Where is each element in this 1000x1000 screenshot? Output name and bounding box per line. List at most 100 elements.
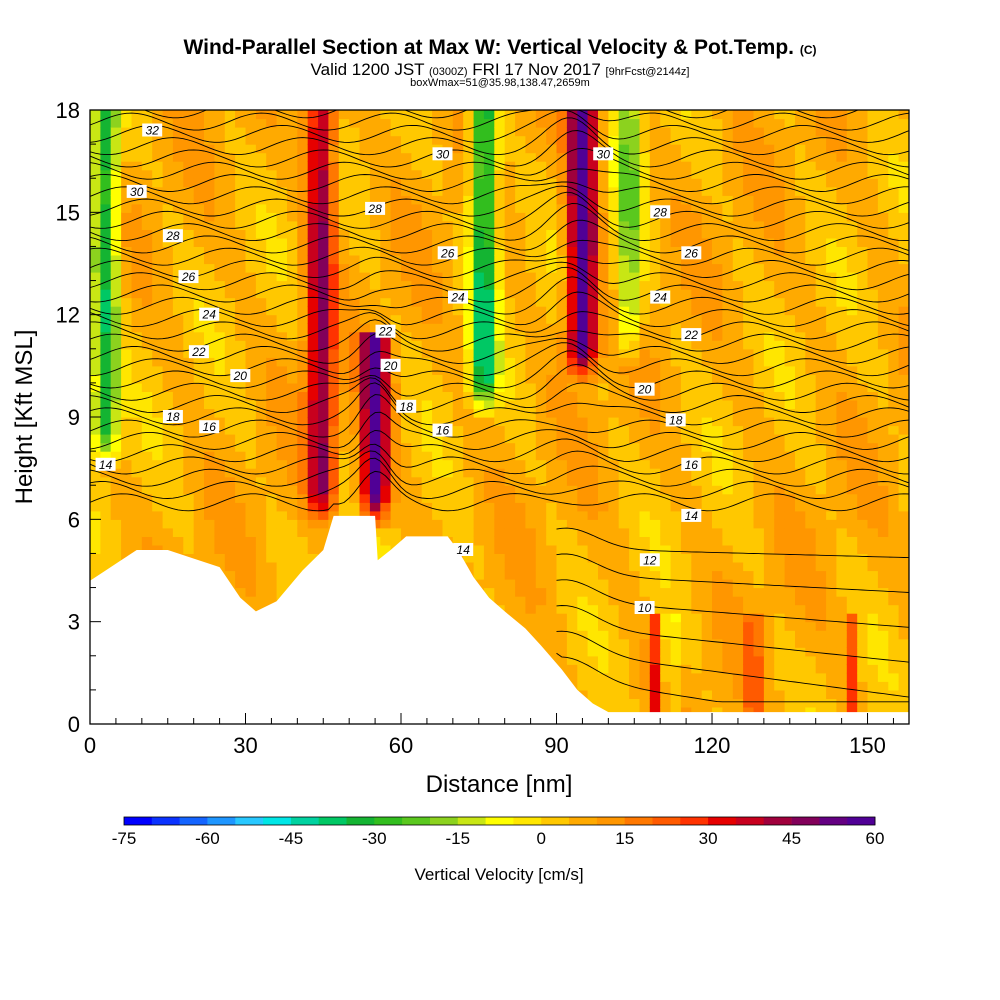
velocity-cell xyxy=(452,212,464,222)
velocity-cell xyxy=(598,689,609,699)
velocity-cell xyxy=(110,485,122,495)
velocity-cell xyxy=(110,536,122,546)
velocity-cell xyxy=(525,536,537,546)
velocity-cell xyxy=(297,399,309,409)
velocity-cell xyxy=(774,374,786,384)
velocity-cell xyxy=(307,357,319,367)
velocity-cell xyxy=(276,374,288,384)
velocity-cell xyxy=(556,178,568,188)
velocity-cell xyxy=(618,672,630,682)
velocity-cell xyxy=(380,144,392,154)
velocity-cell xyxy=(525,255,537,265)
velocity-cell xyxy=(297,289,309,299)
velocity-cell xyxy=(649,698,661,708)
velocity-cell xyxy=(535,527,547,537)
velocity-cell xyxy=(743,289,755,299)
velocity-cell xyxy=(432,510,444,520)
velocity-cell xyxy=(691,451,703,461)
velocity-cell xyxy=(774,485,786,495)
velocity-cell xyxy=(255,579,267,589)
velocity-cell xyxy=(566,655,578,665)
velocity-cell xyxy=(411,399,423,409)
velocity-cell xyxy=(442,220,454,230)
velocity-cell xyxy=(680,562,692,572)
velocity-cell xyxy=(121,246,133,256)
velocity-cell xyxy=(276,502,288,512)
velocity-cell xyxy=(328,229,340,239)
velocity-cell xyxy=(525,203,537,213)
velocity-cell xyxy=(608,340,620,350)
velocity-cell xyxy=(639,237,651,247)
velocity-cell xyxy=(318,331,330,341)
velocity-cell xyxy=(193,186,205,196)
velocity-cell xyxy=(629,314,641,324)
velocity-cell xyxy=(245,212,257,222)
velocity-cell xyxy=(763,681,775,691)
velocity-cell xyxy=(795,255,806,265)
velocity-cell xyxy=(401,178,412,188)
velocity-cell xyxy=(535,289,547,299)
velocity-cell xyxy=(784,212,796,222)
velocity-cell xyxy=(795,493,806,503)
velocity-cell xyxy=(183,459,195,469)
velocity-cell xyxy=(245,459,257,469)
velocity-cell xyxy=(473,365,485,375)
velocity-cell xyxy=(266,374,278,384)
velocity-cell xyxy=(639,562,651,572)
velocity-cell xyxy=(795,195,806,205)
velocity-cell xyxy=(245,527,257,537)
velocity-cell xyxy=(504,203,516,213)
velocity-cell xyxy=(566,374,578,384)
velocity-cell xyxy=(660,434,672,444)
velocity-cell xyxy=(712,314,723,324)
velocity-cell xyxy=(421,212,433,222)
velocity-cell xyxy=(369,442,381,452)
velocity-cell xyxy=(121,425,133,435)
velocity-cell xyxy=(224,280,236,290)
velocity-cell xyxy=(587,374,599,384)
velocity-cell xyxy=(338,314,350,324)
velocity-cell xyxy=(359,485,371,495)
velocity-cell xyxy=(525,425,537,435)
velocity-cell xyxy=(546,297,558,307)
velocity-cell xyxy=(235,237,247,247)
velocity-cell xyxy=(504,417,516,427)
velocity-cell xyxy=(287,331,298,341)
velocity-cell xyxy=(608,237,620,247)
velocity-cell xyxy=(566,664,578,674)
velocity-cell xyxy=(318,144,330,154)
velocity-cell xyxy=(442,255,454,265)
velocity-cell xyxy=(390,536,402,546)
velocity-cell xyxy=(680,297,692,307)
velocity-cell xyxy=(525,246,537,256)
velocity-cell xyxy=(110,152,122,162)
velocity-cell xyxy=(680,135,692,145)
velocity-cell xyxy=(276,323,288,333)
velocity-cell xyxy=(556,536,568,546)
velocity-cell xyxy=(349,169,361,179)
velocity-cell xyxy=(566,527,578,537)
velocity-cell xyxy=(660,161,672,171)
velocity-cell xyxy=(712,331,723,341)
velocity-cell xyxy=(535,365,547,375)
velocity-cell xyxy=(162,365,174,375)
velocity-cell xyxy=(266,135,278,145)
velocity-cell xyxy=(255,340,267,350)
velocity-cell xyxy=(732,442,744,452)
velocity-cell xyxy=(732,570,744,580)
velocity-cell xyxy=(473,442,485,452)
velocity-cell xyxy=(287,527,298,537)
velocity-cell xyxy=(598,604,609,614)
velocity-cell xyxy=(680,485,692,495)
velocity-cell xyxy=(307,220,319,230)
velocity-cell xyxy=(411,127,423,137)
velocity-cell xyxy=(183,220,195,230)
velocity-cell xyxy=(504,340,516,350)
velocity-cell xyxy=(473,306,485,316)
velocity-cell xyxy=(224,135,236,145)
velocity-cell xyxy=(525,323,537,333)
velocity-cell xyxy=(556,451,568,461)
velocity-cell xyxy=(349,459,361,469)
velocity-cell xyxy=(608,655,620,665)
velocity-cell xyxy=(90,493,101,503)
